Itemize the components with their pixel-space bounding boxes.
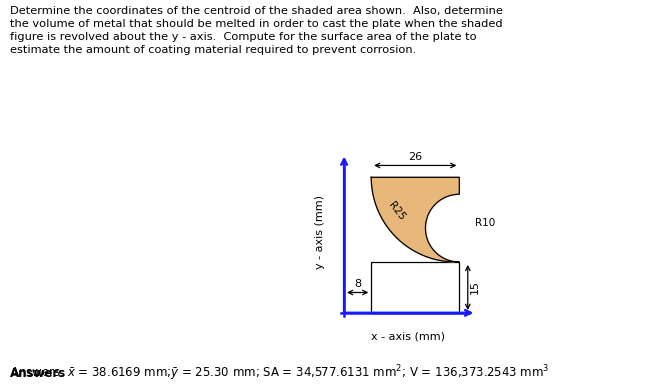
Text: x - axis (mm): x - axis (mm) (372, 331, 445, 342)
Text: 8: 8 (354, 279, 361, 289)
Text: Determine the coordinates of the centroid of the shaded area shown.  Also, deter: Determine the coordinates of the centroi… (10, 6, 503, 56)
Text: Answers: Answers (10, 367, 66, 380)
Text: 26: 26 (408, 152, 422, 162)
Text: 15: 15 (470, 280, 479, 294)
Polygon shape (371, 177, 459, 262)
Bar (371, 262, 459, 313)
Text: y - axis (mm): y - axis (mm) (315, 194, 325, 268)
Text: R10: R10 (475, 218, 495, 228)
Text: Answers: $\bar{x}$ = 38.6169 mm;$\bar{y}$ = 25.30 mm; SA = 34,577.6131 mm$^2$; V: Answers: $\bar{x}$ = 38.6169 mm;$\bar{y}… (10, 364, 549, 383)
Text: R25: R25 (387, 200, 407, 222)
